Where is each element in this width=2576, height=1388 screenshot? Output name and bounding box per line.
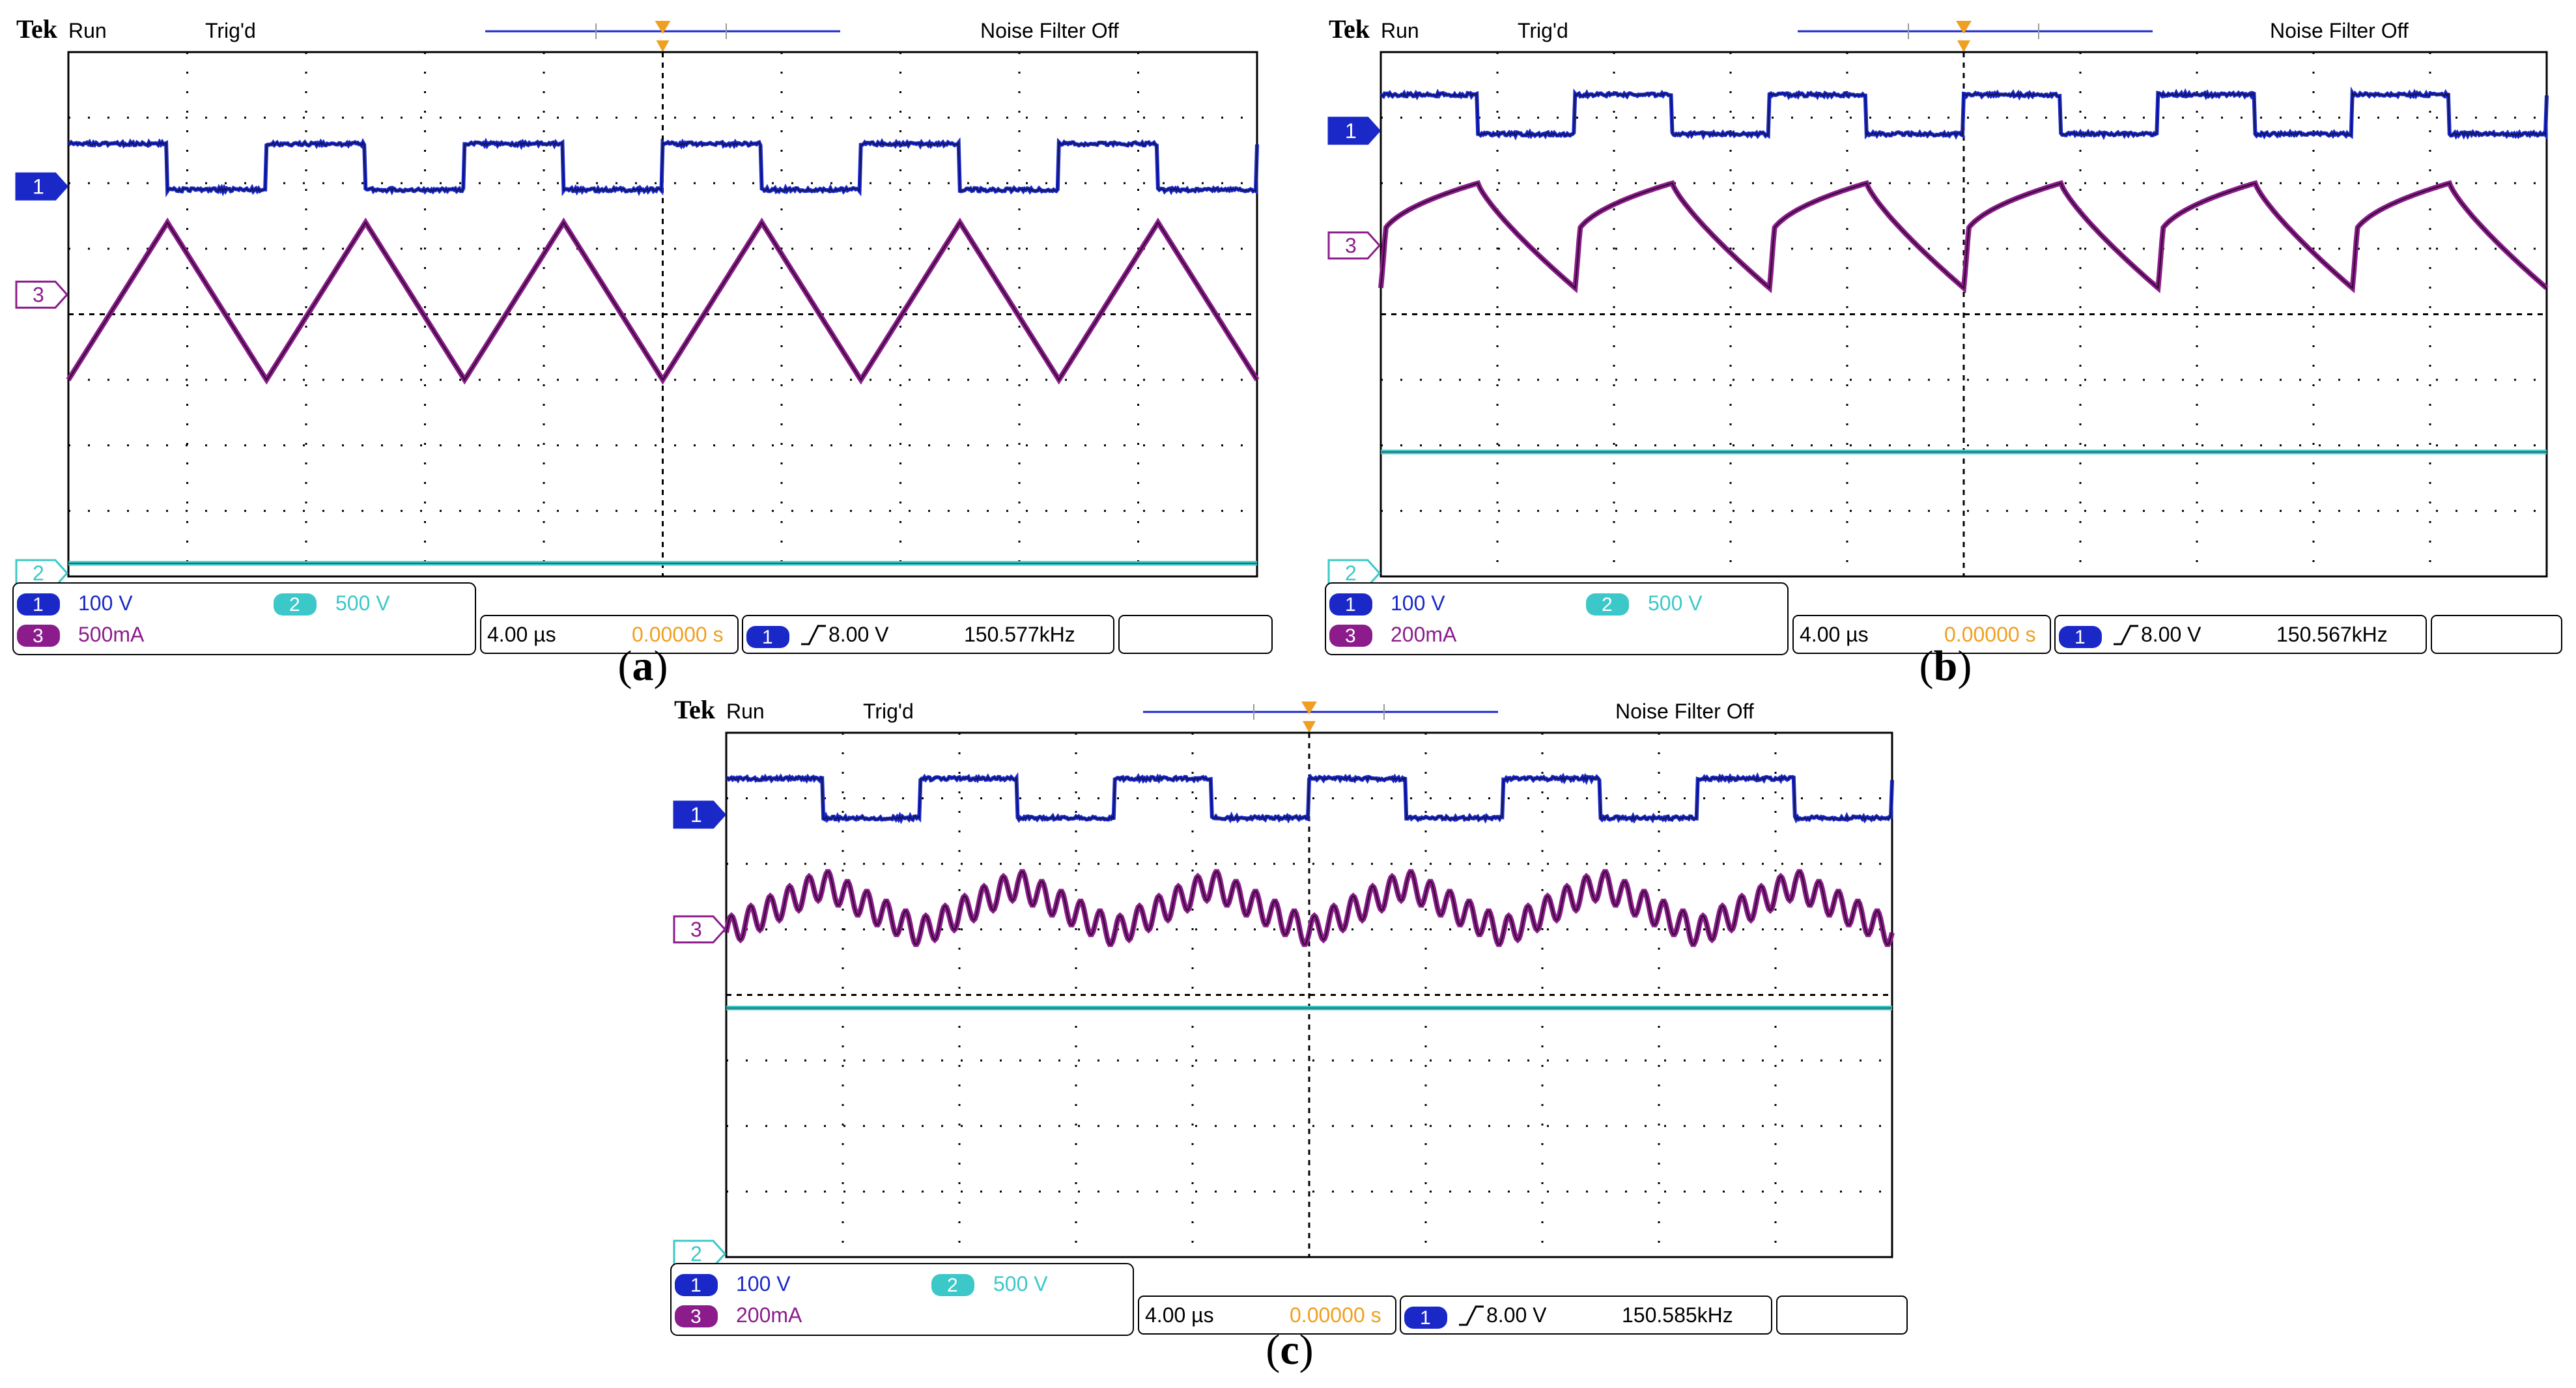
ch3-ground-marker-b-label: 3: [1345, 234, 1357, 257]
ch2-ground-marker-b: 2: [1329, 560, 1380, 586]
ch2-ground-marker-b-label: 2: [1345, 561, 1357, 585]
run-status-b: Run: [1381, 19, 1419, 42]
panel-a: Tek Run Trig'd Noise Filter Off 1 3 2 1 100 V 2 50…: [13, 13, 1273, 629]
ch3-ground-marker-c-label: 3: [690, 918, 702, 941]
ch2-ground-marker-a-label: 2: [33, 561, 44, 585]
panel-c: Tek Run Trig'd Noise Filter Off 1 3 2 1 100 V 2 50…: [671, 694, 1908, 1309]
brand-label-a: Tek: [16, 14, 58, 44]
ch1-badge-a-label: 1: [33, 594, 44, 616]
ch3-ground-marker-a: 3: [16, 281, 67, 307]
ch1-badge-c-label: 1: [690, 1275, 701, 1296]
trigger-frequency-c: 150.585kHz: [1622, 1303, 1733, 1327]
ch3-scale-a: 500mA: [78, 623, 145, 646]
ch3-badge-b-label: 3: [1345, 625, 1356, 647]
run-status-a: Run: [68, 19, 107, 42]
caption-b: (b): [1880, 642, 2011, 691]
empty-readout-box-a: [1119, 616, 1272, 653]
ch3-ground-marker-c: 3: [674, 916, 725, 942]
noise-filter-status-a: Noise Filter Off: [980, 19, 1119, 42]
ch1-ground-marker-c: 1: [674, 802, 725, 828]
noise-filter-status-c: Noise Filter Off: [1615, 700, 1754, 723]
panel-b: Tek Run Trig'd Noise Filter Off 1 3 2 1 100 V 2 50…: [1325, 13, 2563, 629]
ch3-badge-a-label: 3: [33, 625, 44, 647]
trigger-source-badge-b-label: 1: [2074, 627, 2086, 648]
trigger-source-badge-c-label: 1: [1420, 1307, 1431, 1329]
ch2-scale-c: 500 V: [993, 1272, 1048, 1296]
timebase-offset-c: 0.00000 s: [1290, 1303, 1381, 1327]
trigger-source-badge-a-label: 1: [762, 627, 773, 648]
scope-screen-a: Tek Run Trig'd Noise Filter Off 1 3 2 1 100 V 2 50…: [13, 13, 1273, 629]
trigger-status-c: Trig'd: [863, 700, 914, 723]
caption-letter-b: b: [1934, 642, 1958, 690]
ch1-ground-marker-a-label: 1: [33, 175, 44, 198]
caption-a: (a): [578, 642, 708, 691]
scope-screen-c: Tek Run Trig'd Noise Filter Off 1 3 2 1 100 V 2 50…: [671, 694, 1908, 1309]
brand-label-c: Tek: [674, 695, 716, 724]
empty-readout-box-c: [1777, 1296, 1907, 1334]
ch3-badge-c-label: 3: [690, 1306, 701, 1327]
timebase-scale-c: 4.00 µs: [1145, 1303, 1214, 1327]
brand-label-b: Tek: [1329, 14, 1370, 44]
timebase-scale-a: 4.00 µs: [487, 623, 556, 646]
trigger-offset-marker-icon-c: [1303, 721, 1316, 733]
ch1-ground-marker-b: 1: [1329, 118, 1380, 144]
trigger-level-c: 8.00 V: [1486, 1303, 1547, 1327]
trigger-frequency-b: 150.567kHz: [2276, 623, 2388, 646]
ch3-scale-c: 200mA: [736, 1303, 802, 1327]
ch1-ground-marker-a: 1: [16, 173, 67, 199]
caption-letter-c: c: [1280, 1326, 1299, 1374]
ch1-ground-marker-b-label: 1: [1345, 119, 1357, 143]
trigger-level-a: 8.00 V: [828, 623, 889, 646]
ch1-ground-marker-c-label: 1: [690, 803, 702, 827]
ch1-scale-b: 100 V: [1391, 591, 1445, 615]
ch2-ground-marker-c-label: 2: [690, 1242, 702, 1266]
empty-readout-box-b: [2431, 616, 2562, 653]
run-status-c: Run: [726, 700, 765, 723]
ch1-scale-c: 100 V: [736, 1272, 791, 1296]
ch3-scale-b: 200mA: [1391, 623, 1457, 646]
ch1-scale-a: 100 V: [78, 591, 133, 615]
ch2-badge-a-label: 2: [289, 594, 300, 616]
trigger-status-b: Trig'd: [1518, 19, 1568, 42]
scope-screen-b: Tek Run Trig'd Noise Filter Off 1 3 2 1 100 V 2 50…: [1325, 13, 2563, 629]
ch2-ground-marker-c: 2: [674, 1241, 725, 1267]
noise-filter-status-b: Noise Filter Off: [2270, 19, 2409, 42]
trigger-status-a: Trig'd: [205, 19, 256, 42]
ch2-badge-b-label: 2: [1602, 594, 1613, 616]
ch1-badge-b-label: 1: [1345, 594, 1356, 616]
trigger-frequency-a: 150.577kHz: [964, 623, 1075, 646]
trigger-level-b: 8.00 V: [2141, 623, 2201, 646]
ch2-ground-marker-a: 2: [16, 560, 67, 586]
trigger-offset-marker-icon-a: [657, 40, 670, 52]
timebase-scale-b: 4.00 µs: [1800, 623, 1869, 646]
ch2-scale-b: 500 V: [1648, 591, 1703, 615]
caption-letter-a: a: [632, 642, 654, 690]
ch3-ground-marker-a-label: 3: [33, 283, 44, 306]
trigger-offset-marker-icon-b: [1957, 40, 1970, 52]
ch3-ground-marker-b: 3: [1329, 233, 1380, 259]
ch2-scale-a: 500 V: [335, 591, 390, 615]
caption-c: (c): [1224, 1325, 1355, 1375]
ch2-badge-c-label: 2: [947, 1275, 958, 1296]
